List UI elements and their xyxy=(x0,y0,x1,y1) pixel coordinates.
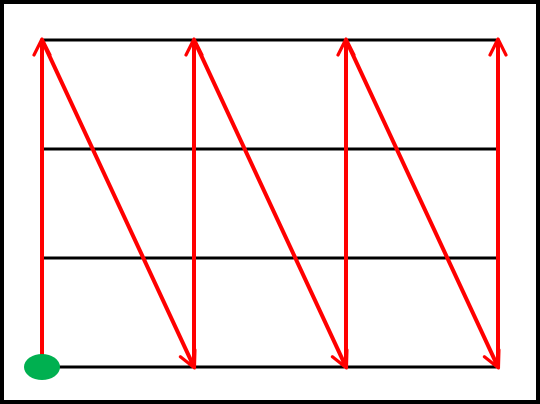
traversal-path xyxy=(32,37,508,370)
start-point-marker xyxy=(24,354,60,380)
arrow-diagonal-segment xyxy=(344,38,501,370)
start-marker-group xyxy=(24,354,60,380)
arrow-diagonal-segment xyxy=(192,38,349,370)
arrow-diagonal-segment xyxy=(40,38,197,370)
grid-lines xyxy=(42,38,498,369)
